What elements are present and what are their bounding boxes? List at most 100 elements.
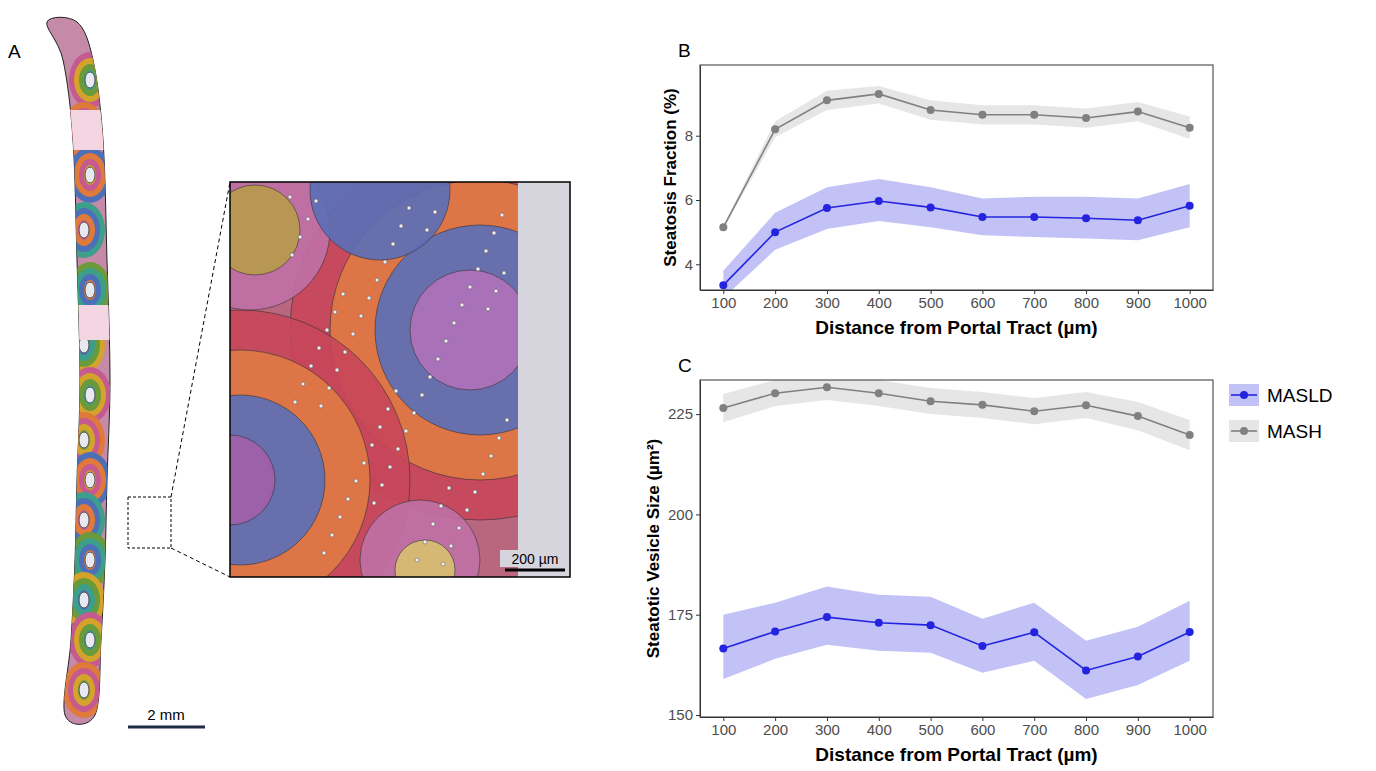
zone-ring (84, 70, 96, 90)
y-axis-title: Steatosis Fraction (%) (661, 88, 680, 267)
slide-bg (518, 182, 570, 577)
portal-tract (79, 222, 89, 238)
data-point (719, 223, 727, 231)
vesicle (489, 454, 493, 458)
series-line (723, 617, 1189, 670)
legend-marker (1240, 427, 1248, 435)
plot-frame (700, 380, 1213, 717)
x-tick-label: 900 (1126, 721, 1151, 738)
vesicle (394, 389, 398, 393)
y-tick: 200 (668, 506, 700, 523)
zone (230, 435, 275, 525)
portal-tract (85, 282, 95, 298)
vesicle (423, 540, 427, 544)
y-axis: 150175200225 (668, 381, 701, 724)
vesicle (407, 206, 411, 210)
vesicle (431, 522, 435, 526)
portal-tract (85, 472, 95, 488)
data-point (719, 281, 727, 289)
plot-frame (700, 65, 1213, 290)
x-tick-label: 800 (1074, 721, 1099, 738)
vesicle (484, 249, 488, 253)
zone-ring (78, 680, 90, 700)
vesicle (370, 443, 374, 447)
zone-ring (79, 544, 101, 576)
y-axis: 468 (685, 66, 701, 291)
portal-tract (79, 682, 89, 698)
vesicle (362, 461, 366, 465)
vesicle (388, 465, 392, 469)
vesicle (441, 562, 445, 566)
zone-ring (79, 464, 101, 496)
x-axis: 1002003004005006007008009001000 (701, 290, 1214, 311)
vesicle (306, 217, 310, 221)
vesicle (343, 350, 347, 354)
vesicle (497, 436, 501, 440)
zone-ring (79, 379, 101, 411)
zone-ring (74, 618, 106, 662)
x-axis-title: Distance from Portal Tract (µm) (815, 744, 1097, 765)
x-tick-label: 100 (711, 294, 736, 311)
vesicle (391, 242, 395, 246)
y-tick-mark (696, 414, 700, 415)
y-tick-label: 4 (685, 256, 693, 273)
x-tick: 500 (919, 290, 944, 311)
vesicle (335, 368, 339, 372)
x-tick: 700 (1022, 717, 1047, 738)
vesicle (309, 364, 313, 368)
x-tick-label: 600 (970, 294, 995, 311)
y-tick-mark (696, 715, 700, 716)
scale-bar (128, 726, 205, 729)
y-tick: 150 (668, 706, 700, 723)
x-axis: 1002003004005006007008009001000 (701, 717, 1214, 738)
data-point (875, 619, 883, 627)
x-tick: 200 (763, 717, 788, 738)
vesicle (372, 501, 376, 505)
x-tick-label: 300 (815, 294, 840, 311)
zone-ring (78, 590, 90, 610)
data-point (978, 111, 986, 119)
zone-ring (79, 274, 101, 306)
data-point (1186, 628, 1194, 636)
legend-band (1229, 420, 1259, 442)
vesicle (468, 285, 472, 289)
y-tick: 8 (685, 127, 700, 144)
zone-ring (78, 510, 90, 530)
data-point (927, 397, 935, 405)
vesicle (314, 199, 318, 203)
data-point (978, 401, 986, 409)
data-point (771, 628, 779, 636)
zone (230, 350, 370, 577)
x-tick: 900 (1126, 717, 1151, 738)
x-tick: 800 (1074, 290, 1099, 311)
x-tick-label: 500 (919, 721, 944, 738)
x-tick: 600 (970, 717, 995, 738)
vesicle (338, 515, 342, 519)
x-tick-label: 400 (867, 294, 892, 311)
zone (230, 182, 330, 310)
inset-frame (230, 182, 570, 577)
vesicle (415, 558, 419, 562)
chart-panel: B1002003004005006007008009001000468Dista… (661, 40, 1214, 338)
zoom-connector (171, 548, 230, 577)
zone-ring (74, 153, 106, 197)
x-tick-label: 100 (711, 721, 736, 738)
portal-tract (85, 387, 95, 403)
zone-ring (79, 64, 101, 96)
data-point (978, 642, 986, 650)
zone-ring (69, 147, 111, 203)
y-axis-title: Steatotic Vesicle Size (µm²) (644, 439, 663, 659)
portal-tract (85, 72, 95, 88)
data-point (875, 90, 883, 98)
legend-band (1229, 384, 1259, 406)
y-tick-label: 150 (668, 706, 693, 723)
tissue-zones (40, 52, 120, 718)
zone-ring (68, 208, 100, 252)
vesicle (412, 411, 416, 415)
confidence-band (723, 380, 1189, 450)
panel-letter: C (678, 355, 692, 376)
confidence-band (723, 86, 1189, 229)
vesicle (346, 497, 350, 501)
y-tick-label: 225 (668, 405, 693, 422)
data-point (1030, 407, 1038, 415)
